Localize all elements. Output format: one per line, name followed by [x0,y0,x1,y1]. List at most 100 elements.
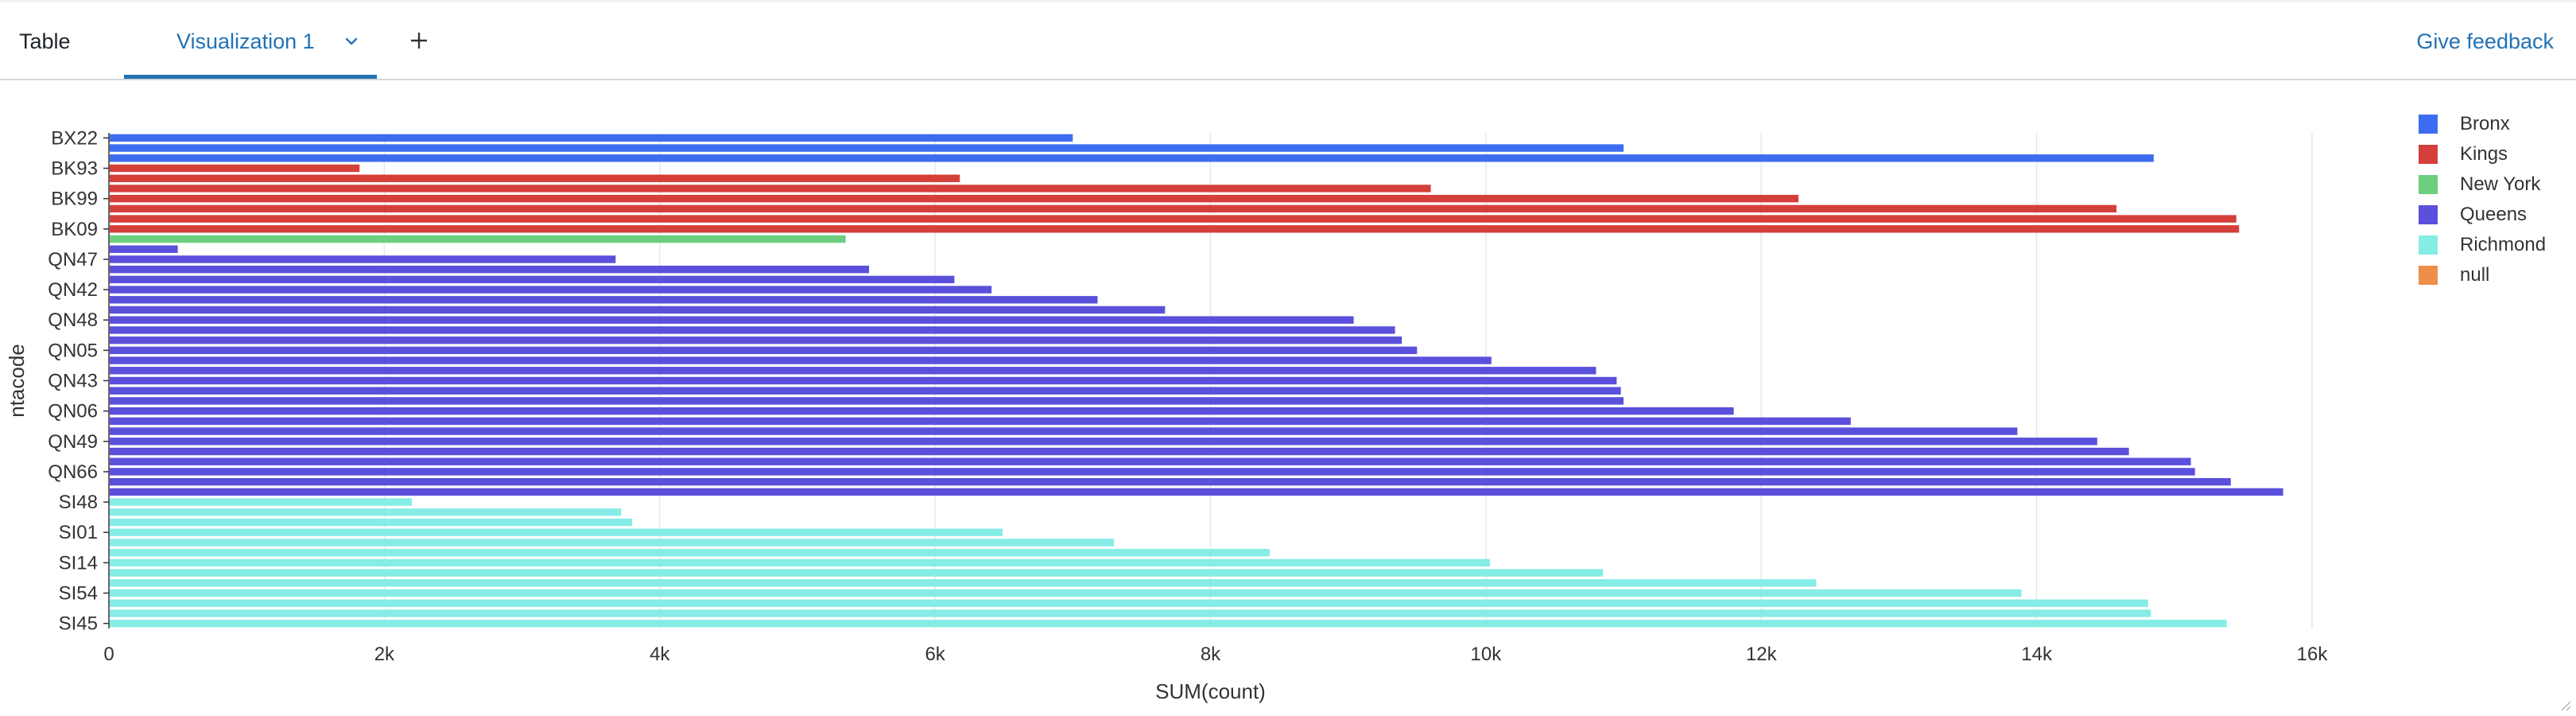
x-tick-label: 12k [1746,644,1778,665]
active-tab-indicator [124,75,377,79]
legend-label: Queens [2460,204,2528,225]
bar[interactable] [110,619,2227,628]
y-tick-label: QN06 [48,401,98,422]
y-tick-label: SI45 [59,613,98,635]
bar[interactable] [110,265,869,274]
bar[interactable] [110,194,1799,203]
tab-table[interactable]: Table [19,29,71,53]
bar[interactable] [110,144,1624,152]
give-feedback-link[interactable]: Give feedback [2416,29,2554,53]
bar[interactable] [110,579,1817,587]
bar[interactable] [110,305,1166,314]
bar[interactable] [110,397,1624,405]
x-tick-label: 10k [1471,644,1503,665]
bar[interactable] [110,477,2231,486]
y-tick-label: SI14 [59,552,98,574]
y-tick-label: QN48 [48,309,98,331]
legend-swatch [2419,145,2438,164]
bar[interactable] [110,316,1354,324]
y-tick-label: QN05 [48,340,98,361]
bar[interactable] [110,225,2240,233]
bar[interactable] [110,164,360,173]
bar[interactable] [110,488,2283,496]
bar[interactable] [110,528,1003,536]
tab-visualization-1[interactable]: Visualization 1 [177,29,315,53]
bar[interactable] [110,367,1596,375]
y-tick-label: SI48 [59,492,98,513]
y-tick-label: SI01 [59,522,98,543]
bar[interactable] [110,356,1492,364]
legend-label: Kings [2460,143,2508,165]
legend-label: Richmond [2460,234,2547,255]
legend-swatch [2419,235,2438,255]
bar[interactable] [110,174,960,182]
legend-label: null [2460,264,2490,286]
bar[interactable] [110,286,992,294]
bar[interactable] [110,548,1270,557]
y-tick-label: BK09 [51,219,98,240]
bar[interactable] [110,569,1604,577]
top-border [0,0,2576,2]
bar[interactable] [110,235,846,243]
bar[interactable] [110,447,2129,456]
bar-chart: 0 2k 4k 6k 8k 10k 12k 14k 16k BX22 BK93 BK99 BK09 QN… [5,127,2328,703]
y-tick-label: SI54 [59,583,98,605]
y-tick-label: QN42 [48,279,98,301]
bar[interactable] [110,558,1491,567]
y-tick-label: BK93 [51,158,98,180]
bar[interactable] [110,336,1402,344]
bar[interactable] [110,326,1395,334]
x-tick-label: 4k [650,644,670,665]
y-tick-label: QN66 [48,461,98,483]
bar[interactable] [110,215,2237,223]
bar[interactable] [110,599,2148,607]
bar[interactable] [110,539,1115,547]
tab-bar: Table Visualization 1 Give feedback [0,0,2576,80]
legend-swatch [2419,175,2438,194]
bar[interactable] [110,518,633,527]
y-tick-label: BX22 [51,127,98,149]
bar[interactable] [110,589,2022,597]
bar[interactable] [110,134,1073,142]
plus-icon[interactable] [407,29,431,53]
x-tick-label: 2k [374,644,395,665]
bar[interactable] [110,498,413,506]
x-tick-label: 14k [2021,644,2053,665]
legend-swatch [2419,115,2438,134]
bar[interactable] [110,275,955,284]
bar[interactable] [110,468,2195,476]
legend-label: Bronx [2460,113,2510,134]
bar[interactable] [110,204,2117,213]
legend-swatch [2419,205,2438,224]
y-tick-label: BK99 [51,189,98,210]
x-axis-ticks: 0 2k 4k 6k 8k 10k 12k 14k 16k [103,644,2328,665]
bar[interactable] [110,417,1851,426]
bar[interactable] [110,185,1431,193]
chevron-down-icon[interactable] [343,33,359,49]
y-tick-label: QN47 [48,249,98,270]
bar[interactable] [110,407,1734,415]
x-tick-label: 0 [103,644,114,665]
legend-swatch [2419,266,2438,285]
x-tick-label: 8k [1201,644,1221,665]
bar[interactable] [110,457,2191,465]
bar[interactable] [110,154,2154,162]
x-axis-title: SUM(count) [1155,679,1266,703]
bar[interactable] [110,609,2151,617]
y-tick-label: QN43 [48,371,98,392]
y-axis-title: ntacode [5,344,29,418]
y-axis-ticks: BX22 BK93 BK99 BK09 QN47 QN42 QN48 QN05 QN43 QN06… [48,127,109,635]
bar[interactable] [110,245,178,253]
resize-handle-icon[interactable] [2560,700,2571,711]
bar[interactable] [110,438,2097,446]
bar[interactable] [110,296,1098,304]
bar[interactable] [110,376,1617,385]
bar[interactable] [110,346,1418,355]
bar-series [110,134,2283,628]
bar[interactable] [110,508,622,516]
y-tick-label: QN49 [48,431,98,453]
bar[interactable] [110,387,1621,395]
bar[interactable] [110,255,616,263]
legend-label: New York [2460,173,2541,195]
bar[interactable] [110,427,2018,435]
